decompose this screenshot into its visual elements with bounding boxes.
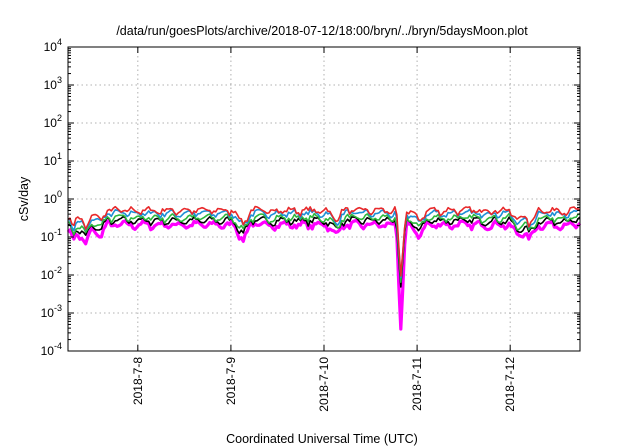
- series-line: [67, 208, 581, 279]
- y-tick-label: 10-4: [41, 341, 62, 358]
- series-line: [67, 216, 581, 288]
- chart-title: /data/run/goesPlots/archive/2018-07-12/1…: [116, 24, 528, 38]
- y-tick-label: 102: [44, 113, 62, 130]
- series-line: [67, 205, 581, 277]
- y-tick-label: 10-1: [41, 227, 62, 244]
- y-tick-label: 10-3: [41, 303, 62, 320]
- x-axis-label: Coordinated Universal Time (UTC): [226, 432, 418, 446]
- series-line: [66, 219, 582, 331]
- x-tick-label: 2018-7-10: [317, 357, 331, 412]
- series-group: [66, 205, 582, 331]
- y-tick-label: 103: [44, 75, 62, 92]
- y-tick-label: 104: [44, 37, 62, 54]
- x-tick-label: 2018-7-8: [131, 357, 145, 405]
- y-tick-label: 10-2: [41, 265, 62, 282]
- y-tick-label: 100: [44, 189, 62, 206]
- x-axis: 2018-7-8 2018-7-9 2018-7-10 2018-7-11 2018-7…: [131, 47, 517, 412]
- x-tick-label: 2018-7-9: [224, 357, 238, 405]
- x-tick-label: 2018-7-12: [503, 357, 517, 412]
- y-axis: 10-4 10-3 10-2 10-1 100 101 102 103 104: [41, 37, 580, 358]
- y-tick-label: 101: [44, 151, 62, 168]
- x-tick-label: 2018-7-11: [410, 357, 424, 411]
- y-axis-label: cSv/day: [17, 176, 31, 221]
- series-line: [67, 212, 581, 283]
- grid: [68, 47, 580, 351]
